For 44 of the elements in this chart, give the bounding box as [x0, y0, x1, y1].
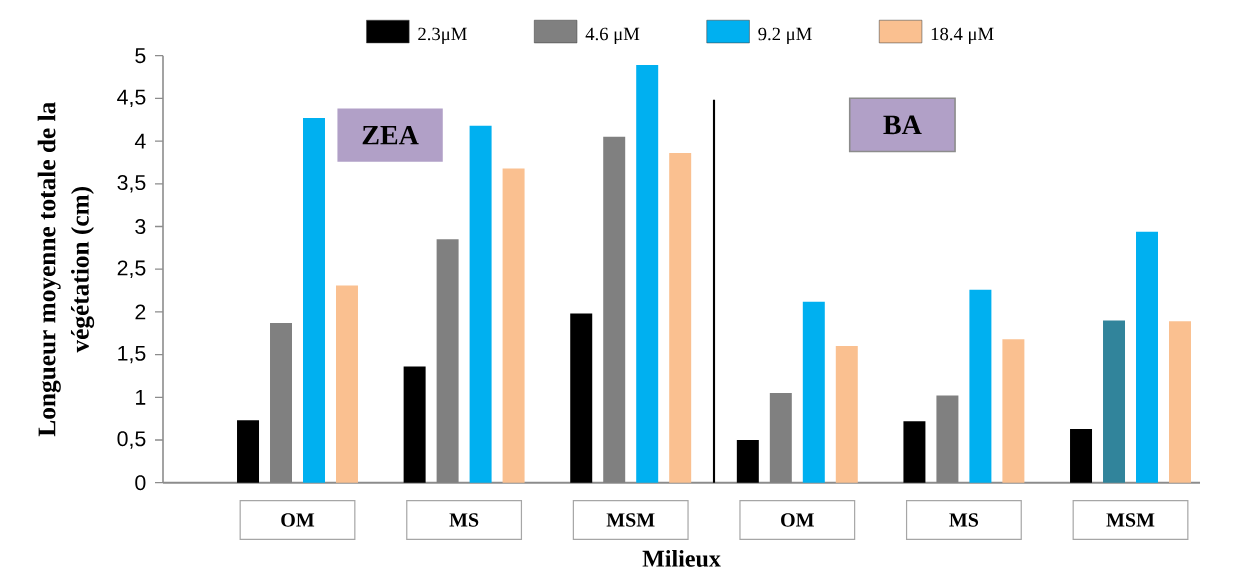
bar — [1169, 321, 1191, 483]
y-tick-label: 4 — [134, 133, 146, 149]
bar — [303, 118, 325, 483]
bar — [1103, 320, 1126, 483]
x-tick-label: MSM — [606, 513, 655, 527]
bar — [736, 440, 759, 483]
legend-label: 9.2 μM — [758, 27, 812, 45]
bar — [1136, 231, 1158, 483]
x-tick-label: MSM — [1106, 513, 1155, 527]
annotation: BA — [883, 115, 922, 135]
x-axis-title: Milieux — [642, 549, 721, 567]
legend-label: 18.4 μM — [931, 27, 994, 45]
bar — [969, 289, 992, 483]
bar — [802, 301, 825, 483]
bar — [1070, 428, 1093, 483]
y-tick-label: 1 — [136, 389, 146, 405]
y-axis-title: Longueur moyenne totale de la végétation (cm) — [37, 102, 95, 437]
y-tick-label: 4,5 — [117, 89, 146, 108]
legend-label: 4.6 μM — [585, 27, 640, 45]
bar — [403, 366, 426, 483]
y-tick-label: 0 — [135, 475, 146, 491]
bar — [502, 168, 525, 483]
bar — [1002, 339, 1025, 483]
bar — [903, 421, 926, 483]
y-tick-label: 2,5 — [117, 260, 146, 279]
y-tick-label: 5 — [135, 48, 146, 64]
bar — [570, 313, 593, 483]
bar — [335, 285, 358, 483]
bar — [237, 420, 260, 483]
legend-label: 2.3μM — [418, 27, 467, 45]
bar — [669, 153, 692, 483]
x-tick-label: MS — [949, 513, 979, 527]
bar — [835, 346, 858, 483]
y-tick-label: 3,5 — [117, 175, 146, 193]
annotation: ZEA — [362, 125, 419, 145]
x-tick-label: OM — [781, 513, 814, 527]
bar — [636, 65, 659, 483]
y-tick-label: 0,5 — [117, 431, 146, 449]
x-tick-label: OM — [281, 513, 315, 527]
y-tick-label: 1,5 — [118, 345, 146, 364]
y-tick-label: 2 — [135, 304, 146, 320]
y-tick-label: 3 — [135, 218, 146, 235]
x-tick-label: MS — [449, 513, 479, 527]
bar — [469, 125, 492, 483]
